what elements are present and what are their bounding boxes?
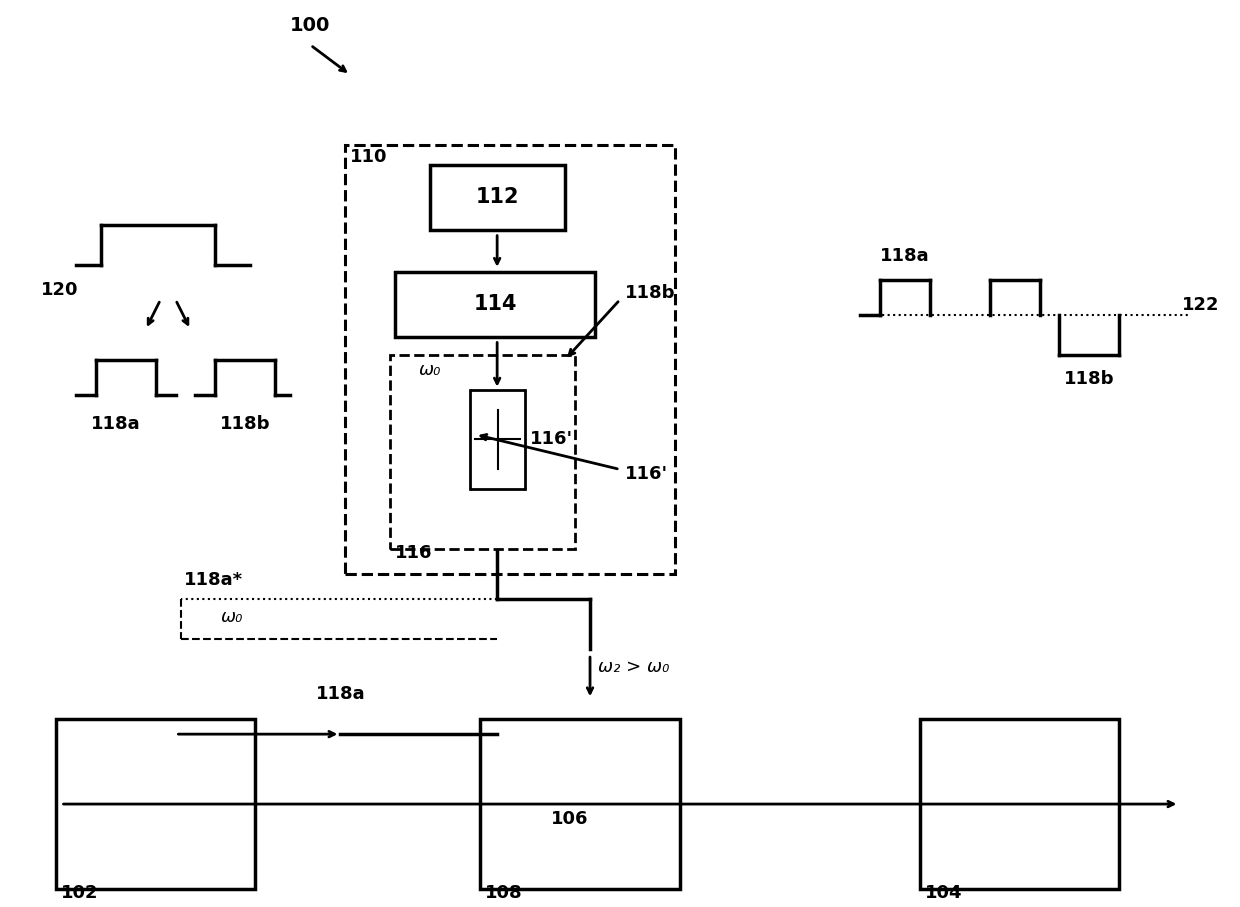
FancyBboxPatch shape	[56, 719, 255, 889]
Text: ω₂ > ω₀: ω₂ > ω₀	[598, 658, 670, 677]
Text: 116: 116	[396, 544, 433, 562]
Text: 100: 100	[290, 16, 331, 35]
Text: 118a: 118a	[880, 247, 930, 265]
Text: 118a*: 118a*	[184, 571, 243, 590]
Text: ω₀: ω₀	[221, 609, 243, 626]
FancyBboxPatch shape	[470, 389, 525, 490]
Text: 118a: 118a	[315, 685, 365, 703]
Text: 118b: 118b	[625, 284, 676, 302]
Text: 110: 110	[351, 148, 388, 166]
FancyBboxPatch shape	[920, 719, 1120, 889]
Text: 112: 112	[476, 187, 520, 208]
Bar	[345, 145, 675, 574]
Bar	[391, 355, 575, 550]
FancyBboxPatch shape	[480, 719, 680, 889]
Text: 108: 108	[485, 884, 523, 902]
Text: 122: 122	[1182, 296, 1219, 314]
Text: 102: 102	[61, 884, 98, 902]
Text: 104: 104	[925, 884, 962, 902]
Text: 118b: 118b	[1064, 369, 1115, 387]
Text: ω₀: ω₀	[419, 361, 441, 378]
FancyBboxPatch shape	[430, 165, 565, 229]
Text: 120: 120	[41, 280, 78, 298]
Text: 116': 116'	[531, 431, 573, 448]
Text: 116': 116'	[625, 465, 668, 483]
Text: 118a: 118a	[91, 414, 140, 433]
Text: 106: 106	[552, 810, 589, 828]
Text: 114: 114	[474, 294, 517, 314]
FancyBboxPatch shape	[396, 272, 595, 336]
Text: 118b: 118b	[221, 414, 270, 433]
